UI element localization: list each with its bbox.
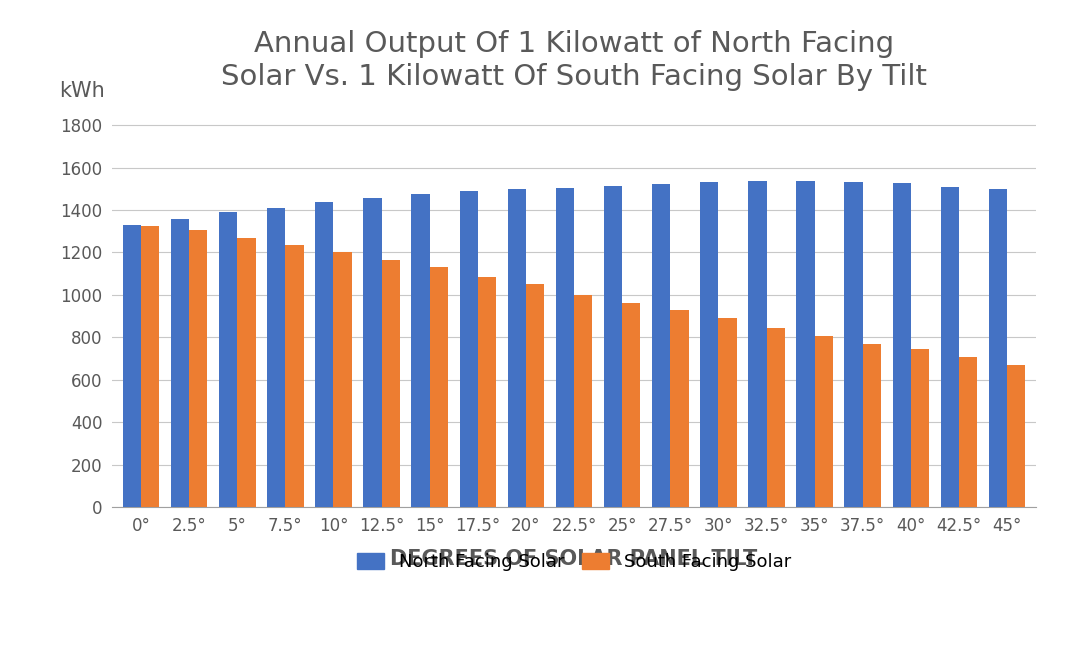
Bar — [171, 218, 189, 507]
Bar — [1007, 365, 1025, 507]
Bar — [749, 181, 767, 507]
Bar — [989, 189, 1007, 507]
Bar — [623, 304, 641, 507]
Bar — [219, 212, 237, 507]
Bar — [315, 202, 333, 507]
Bar — [123, 225, 141, 507]
Bar — [477, 277, 497, 507]
Bar — [411, 194, 429, 507]
Text: kWh: kWh — [59, 81, 105, 101]
Bar — [459, 191, 477, 507]
Bar — [237, 238, 255, 507]
Bar — [797, 181, 815, 507]
Legend: North Facing Solar, South Facing Solar: North Facing Solar, South Facing Solar — [350, 546, 798, 578]
Bar — [525, 284, 545, 507]
Bar — [267, 208, 285, 507]
Bar — [333, 252, 351, 507]
Bar — [845, 183, 863, 507]
Bar — [189, 230, 207, 507]
Bar — [285, 245, 303, 507]
Bar — [959, 358, 977, 507]
Bar — [941, 187, 959, 507]
Bar — [671, 310, 689, 507]
Title: Annual Output Of 1 Kilowatt of North Facing
Solar Vs. 1 Kilowatt Of South Facing: Annual Output Of 1 Kilowatt of North Fac… — [221, 30, 927, 90]
Bar — [767, 328, 785, 507]
Bar — [575, 295, 593, 507]
Bar — [507, 189, 525, 507]
Bar — [363, 198, 381, 507]
Bar — [893, 183, 911, 507]
Bar — [719, 318, 737, 507]
Bar — [603, 186, 623, 507]
Bar — [555, 188, 575, 507]
Bar — [141, 226, 159, 507]
Bar — [429, 267, 447, 507]
X-axis label: DEGREES OF SOLAR PANEL TILT: DEGREES OF SOLAR PANEL TILT — [391, 549, 757, 569]
Bar — [381, 260, 399, 507]
Bar — [701, 183, 719, 507]
Bar — [863, 344, 881, 507]
Bar — [815, 336, 833, 507]
Bar — [651, 183, 671, 507]
Bar — [911, 349, 929, 507]
